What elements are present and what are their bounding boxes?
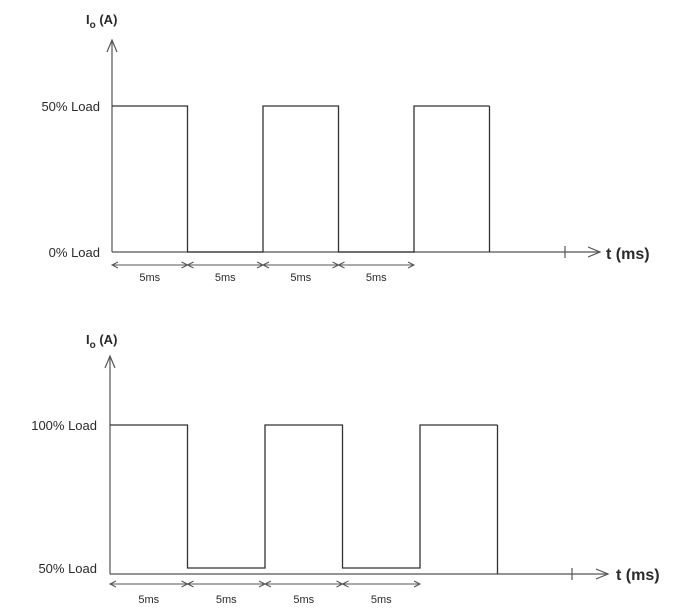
- x-axis-title: t (ms): [606, 246, 650, 263]
- x-axis-arrow: [587, 246, 602, 258]
- duration-arrow-head-right: [413, 580, 422, 588]
- duration-arrow-head-left: [110, 261, 119, 269]
- x-axis-arrow: [595, 568, 610, 580]
- duration-label: 5ms: [215, 272, 236, 284]
- y-level-label: 0% Load: [49, 245, 100, 260]
- y-level-label: 50% Load: [41, 99, 100, 114]
- duration-label: 5ms: [293, 594, 314, 606]
- series-line: [112, 105, 490, 253]
- duration-arrow-head-left: [108, 580, 117, 588]
- y-axis-title: Io (A): [86, 12, 117, 31]
- duration-label: 5ms: [216, 594, 237, 606]
- chart-1: Io (A) t (ms) 0% Load 50% Load 5ms 5ms 5ms 5ms: [41, 12, 649, 284]
- y-axis-arrow: [106, 38, 118, 53]
- x-axis-title: t (ms): [616, 567, 660, 584]
- duration-label: 5ms: [138, 594, 159, 606]
- y-axis-arrow: [104, 354, 116, 369]
- duration-arrow-head-left: [186, 261, 194, 269]
- duration-label: 5ms: [139, 272, 160, 284]
- duration-label: 5ms: [366, 272, 387, 284]
- duration-label: 5ms: [290, 272, 311, 284]
- chart-2: Io (A) t (ms) 50% Load 100% Load 5ms 5ms 5ms 5m…: [31, 332, 659, 606]
- duration-arrow-head-right: [407, 261, 416, 269]
- y-level-label: 100% Load: [31, 418, 97, 433]
- y-level-label: 50% Load: [38, 561, 97, 576]
- duration-label: 5ms: [371, 594, 392, 606]
- duration-arrow-head-left: [337, 261, 345, 269]
- duration-arrow-head-left: [261, 261, 270, 269]
- duration-arrow-head-left: [263, 580, 272, 588]
- y-axis-title: Io (A): [86, 332, 117, 351]
- series-line: [110, 424, 498, 569]
- duration-arrow-head-left: [186, 580, 194, 588]
- duration-arrow-head-left: [341, 580, 349, 588]
